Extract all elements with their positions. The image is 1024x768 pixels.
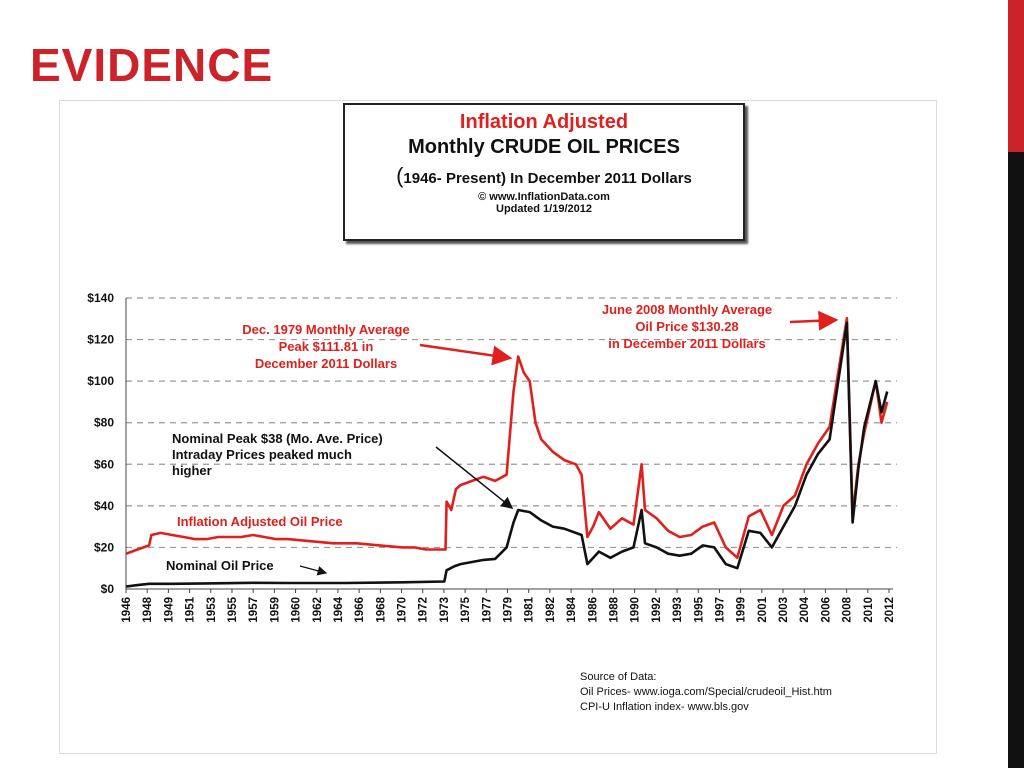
label-inflation-adjusted: Inflation Adjusted Oil Price	[177, 514, 343, 529]
x-tick-label: 1960	[291, 597, 303, 623]
x-tick-label: 1992	[651, 597, 663, 623]
chart-title-paren: (	[396, 163, 404, 188]
x-tick-label: 1953	[206, 597, 218, 623]
y-tick-label: $80	[94, 416, 114, 430]
annotation-1979-peak: Peak $111.81 in	[279, 339, 374, 354]
x-tick-label: 1955	[227, 596, 239, 622]
x-tick-label: 2003	[778, 597, 790, 623]
x-tick-label: 1984	[566, 596, 578, 622]
arrow-nominal-peak	[435, 446, 514, 509]
x-tick-label: 1990	[630, 597, 642, 623]
chart-updated: Updated 1/19/2012	[496, 203, 592, 215]
accent-bar-red	[1008, 0, 1024, 152]
chart-title-line2: Monthly CRUDE OIL PRICES	[408, 136, 680, 158]
y-tick-label: $20	[94, 540, 114, 554]
x-tick-label: 1988	[608, 596, 620, 622]
nominal-price-line	[125, 321, 889, 588]
arrow-1979	[419, 343, 513, 366]
x-tick-label: 1959	[269, 597, 281, 623]
x-axis-ticks: 1946 1948 1949 1951 1953 1955 1957 1959 1960 1962…	[121, 589, 896, 623]
x-tick-label: 2004	[799, 596, 811, 622]
x-tick-label: 1968	[375, 596, 387, 622]
y-axis-ticks: $0 $20 $40 $60 $80 $100 $120 $140	[87, 291, 114, 596]
x-tick-label: 2012	[884, 597, 896, 623]
series-lines	[125, 316, 889, 588]
chart-title-line3-text: 1946- Present) In December 2011 Dollars	[403, 170, 692, 187]
y-tick-label: $0	[101, 582, 115, 596]
x-tick-label: 1986	[587, 597, 599, 623]
x-tick-label: 1957	[248, 597, 260, 623]
x-tick-label: 1981	[524, 596, 536, 622]
inflation-adjusted-line	[125, 316, 889, 560]
y-tick-label: $100	[87, 374, 114, 388]
x-tick-label: 1993	[672, 597, 684, 623]
annotation-2008-peak: June 2008 Monthly Average	[602, 302, 772, 317]
annotation-nominal-peak: Intraday Prices peaked much	[172, 447, 352, 462]
x-tick-label: 1970	[397, 597, 409, 623]
x-tick-label: 1979	[503, 597, 515, 623]
arrow-nominal-label	[299, 565, 328, 576]
chart-title-line3: (1946- Present) In December 2011 Dollars	[345, 163, 743, 189]
x-tick-label: 1972	[418, 597, 430, 623]
source-line1: Source of Data:	[580, 671, 657, 683]
x-tick-label: 1975	[460, 596, 472, 622]
annotation-2008-peak: Oil Price $130.28	[635, 319, 738, 334]
x-tick-label: 1995	[693, 596, 705, 622]
x-tick-label: 1966	[354, 597, 366, 623]
x-tick-label: 2008	[842, 596, 854, 622]
x-tick-label: 1982	[545, 597, 557, 623]
annotations: Dec. 1979 Monthly Average Peak $111.81 in…	[166, 302, 839, 576]
source-line2: Oil Prices- www.ioga.com/Special/crudeoi…	[580, 686, 832, 698]
x-tick-label: 1949	[163, 597, 175, 623]
x-tick-label: 1977	[481, 597, 493, 623]
annotation-nominal-peak: higher	[172, 463, 212, 478]
source-line3: CPI-U Inflation index- www.bls.gov	[580, 701, 749, 713]
x-tick-label: 1951	[185, 596, 197, 622]
x-tick-label: 2010	[863, 597, 875, 623]
y-tick-label: $40	[94, 499, 114, 513]
x-tick-label: 1964	[333, 596, 345, 622]
label-nominal: Nominal Oil Price	[166, 558, 274, 573]
arrow-2008	[789, 310, 839, 331]
data-source-note: Source of Data: Oil Prices- www.ioga.com…	[580, 670, 832, 715]
x-tick-label: 2006	[820, 597, 832, 623]
annotation-1979-peak: December 2011 Dollars	[255, 356, 397, 371]
x-tick-label: 2001	[757, 596, 769, 622]
slide-title: EVIDENCE	[30, 39, 274, 91]
x-tick-label: 1948	[142, 596, 154, 622]
chart-copyright: © www.InflationData.com	[478, 191, 610, 203]
x-tick-label: 1962	[312, 597, 324, 623]
annotation-1979-peak: Dec. 1979 Monthly Average	[242, 322, 409, 337]
y-tick-label: $120	[87, 333, 114, 347]
x-tick-label: 1973	[439, 597, 451, 623]
x-tick-label: 1946	[121, 597, 133, 623]
accent-bar-black	[1008, 152, 1024, 768]
chart-title-line1: Inflation Adjusted	[459, 111, 629, 133]
annotation-nominal-peak: Nominal Peak $38 (Mo. Ave. Price)	[172, 431, 383, 446]
x-tick-label: 1997	[714, 597, 726, 623]
y-tick-label: $140	[87, 291, 114, 305]
annotation-2008-peak: in December 2011 Dollars	[608, 336, 766, 351]
chart-title-box: Inflation Adjusted Monthly CRUDE OIL PRI…	[343, 103, 745, 241]
y-tick-label: $60	[94, 457, 114, 471]
x-tick-label: 1999	[736, 597, 748, 623]
